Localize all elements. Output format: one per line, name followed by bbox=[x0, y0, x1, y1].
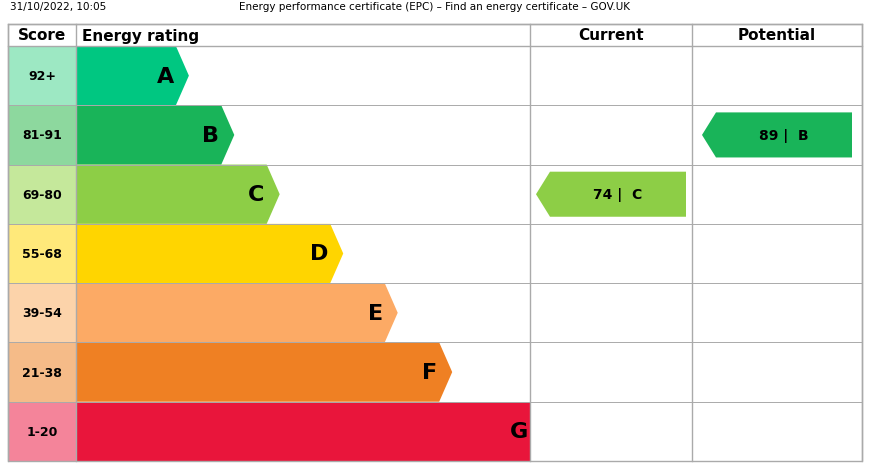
Polygon shape bbox=[701, 113, 851, 158]
Text: 74 |  C: 74 | C bbox=[593, 188, 642, 202]
Text: Score: Score bbox=[18, 29, 66, 43]
Text: Energy performance certificate (EPC) – Find an energy certificate – GOV.UK: Energy performance certificate (EPC) – F… bbox=[239, 2, 630, 12]
Text: 92+: 92+ bbox=[28, 70, 56, 83]
Text: Current: Current bbox=[578, 29, 643, 43]
Bar bbox=[8, 284, 76, 343]
Polygon shape bbox=[76, 402, 529, 461]
Polygon shape bbox=[76, 165, 279, 224]
Text: 21-38: 21-38 bbox=[22, 366, 62, 379]
Polygon shape bbox=[535, 172, 686, 217]
Text: 1-20: 1-20 bbox=[26, 425, 57, 438]
Text: G: G bbox=[509, 421, 527, 441]
Bar bbox=[8, 402, 76, 461]
Text: E: E bbox=[368, 303, 382, 323]
Polygon shape bbox=[76, 47, 189, 106]
Polygon shape bbox=[76, 343, 452, 402]
Text: C: C bbox=[248, 185, 264, 205]
Bar bbox=[8, 25, 861, 47]
Bar bbox=[8, 224, 76, 284]
Text: 31/10/2022, 10:05: 31/10/2022, 10:05 bbox=[10, 2, 106, 12]
Bar bbox=[8, 343, 76, 402]
Text: Potential: Potential bbox=[737, 29, 815, 43]
Bar bbox=[8, 106, 76, 165]
Bar bbox=[8, 165, 76, 224]
Polygon shape bbox=[76, 224, 343, 284]
Text: F: F bbox=[421, 362, 437, 382]
Text: 39-54: 39-54 bbox=[22, 307, 62, 319]
Text: 89 |  B: 89 | B bbox=[759, 129, 808, 143]
Text: 69-80: 69-80 bbox=[22, 188, 62, 201]
Text: A: A bbox=[156, 67, 174, 87]
Text: B: B bbox=[202, 126, 219, 146]
Text: Energy rating: Energy rating bbox=[82, 29, 199, 43]
Text: 81-91: 81-91 bbox=[22, 129, 62, 142]
Polygon shape bbox=[76, 284, 397, 343]
Polygon shape bbox=[76, 106, 234, 165]
Text: D: D bbox=[309, 244, 328, 264]
Bar bbox=[8, 47, 76, 106]
Text: 55-68: 55-68 bbox=[22, 248, 62, 260]
